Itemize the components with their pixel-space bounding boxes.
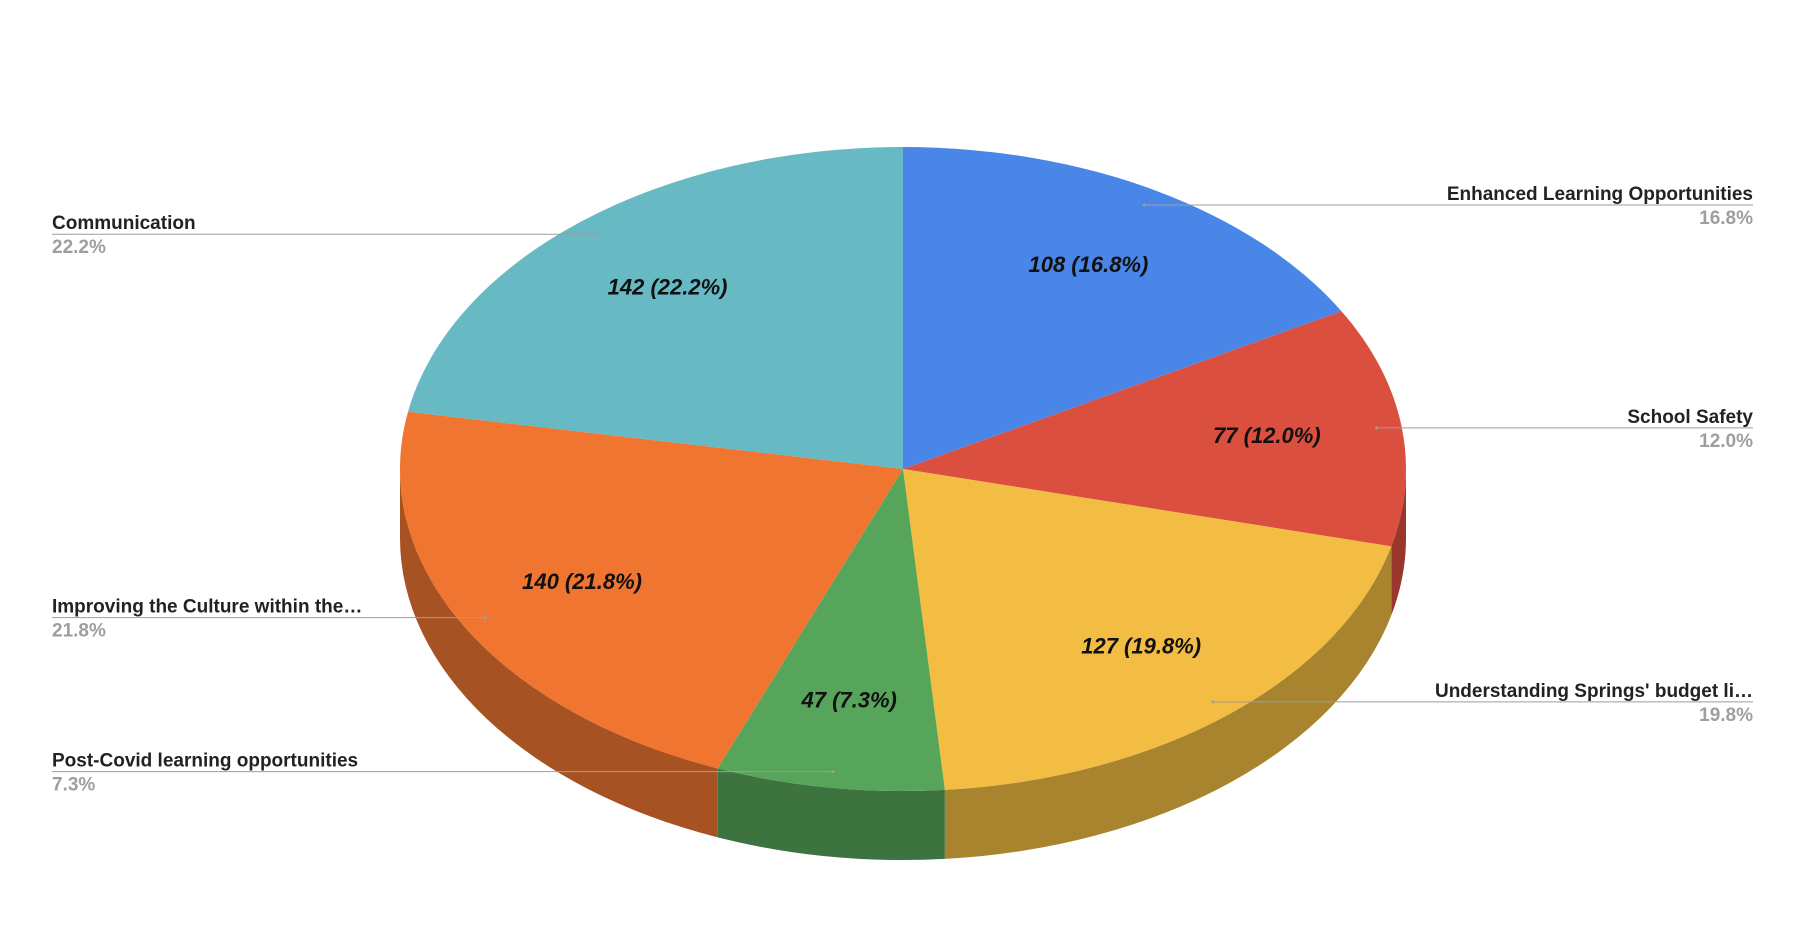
leader-dot — [831, 770, 835, 774]
slice — [399, 411, 903, 769]
slice — [903, 311, 1406, 547]
category-label: Communication — [52, 213, 196, 234]
data-label: 127 (19.8%) — [1081, 634, 1201, 659]
percent-label: 16.8% — [1699, 208, 1753, 229]
category-label: Understanding Springs' budget li… — [1435, 681, 1753, 702]
data-label: 47 (7.3%) — [801, 687, 897, 712]
percent-label: 19.8% — [1699, 705, 1753, 726]
category-label: Enhanced Learning Opportunities — [1447, 184, 1753, 205]
data-label: 140 (21.8%) — [522, 569, 642, 594]
data-label: 77 (12.0%) — [1213, 423, 1321, 448]
percent-label: 7.3% — [52, 775, 95, 796]
leader-dot — [595, 232, 599, 236]
leader-dot — [1142, 203, 1146, 207]
leader-dot — [1375, 426, 1379, 430]
slice — [408, 147, 903, 469]
slice-side — [399, 469, 718, 838]
leader-dot — [1211, 700, 1215, 704]
slice-side — [717, 768, 945, 861]
category-label: Improving the Culture within the… — [52, 597, 362, 618]
data-label: 142 (22.2%) — [608, 274, 728, 299]
slice — [717, 469, 945, 791]
slice-side — [944, 546, 1392, 859]
data-label: 108 (16.8%) — [1028, 252, 1148, 277]
percent-label: 22.2% — [52, 237, 106, 258]
percent-label: 21.8% — [52, 621, 106, 642]
percent-label: 12.0% — [1699, 431, 1753, 452]
slice — [903, 147, 1342, 469]
leader-dot — [483, 616, 487, 620]
category-label: School Safety — [1627, 407, 1753, 428]
category-label: Post-Covid learning opportunities — [52, 751, 358, 772]
slice — [903, 469, 1392, 790]
slice-side — [1391, 469, 1406, 616]
